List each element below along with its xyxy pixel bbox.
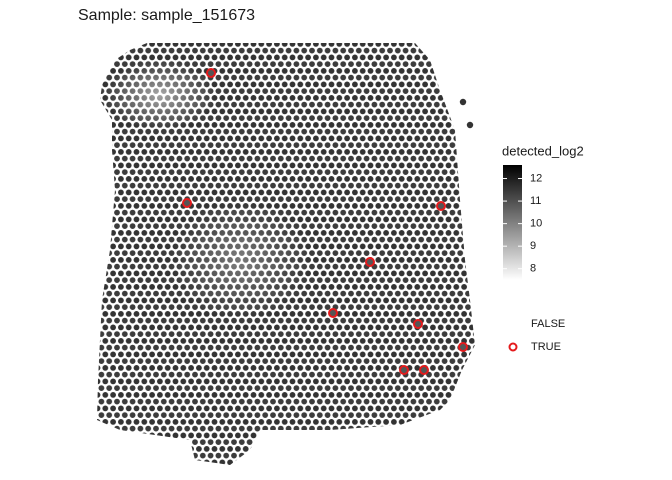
highlight-spot xyxy=(413,319,423,329)
highlight-spot xyxy=(206,68,216,78)
chart-title: Sample: sample_151673 xyxy=(78,7,255,24)
highlight-spot xyxy=(458,342,468,352)
legend-key xyxy=(510,321,517,328)
colorbar-label: 12 xyxy=(530,172,542,184)
highlight-spot xyxy=(419,365,429,375)
colorbar-label: 10 xyxy=(530,218,542,230)
highlight-spot xyxy=(365,257,375,267)
legend-label: FALSE xyxy=(531,318,565,330)
legend-key xyxy=(508,342,518,352)
tissue-spots xyxy=(97,43,475,465)
highlight-spot xyxy=(328,308,338,318)
colorbar-label: 9 xyxy=(530,240,536,252)
highlight-spot xyxy=(436,201,446,211)
legend-label: TRUE xyxy=(531,341,561,353)
colorbar-label: 11 xyxy=(530,195,541,207)
colorbar-title: detected_log2 xyxy=(502,143,584,158)
colorbar-label: 8 xyxy=(530,263,536,275)
colorbar xyxy=(503,165,522,280)
highlight-spot xyxy=(182,198,192,208)
highlight-spot xyxy=(399,365,409,375)
